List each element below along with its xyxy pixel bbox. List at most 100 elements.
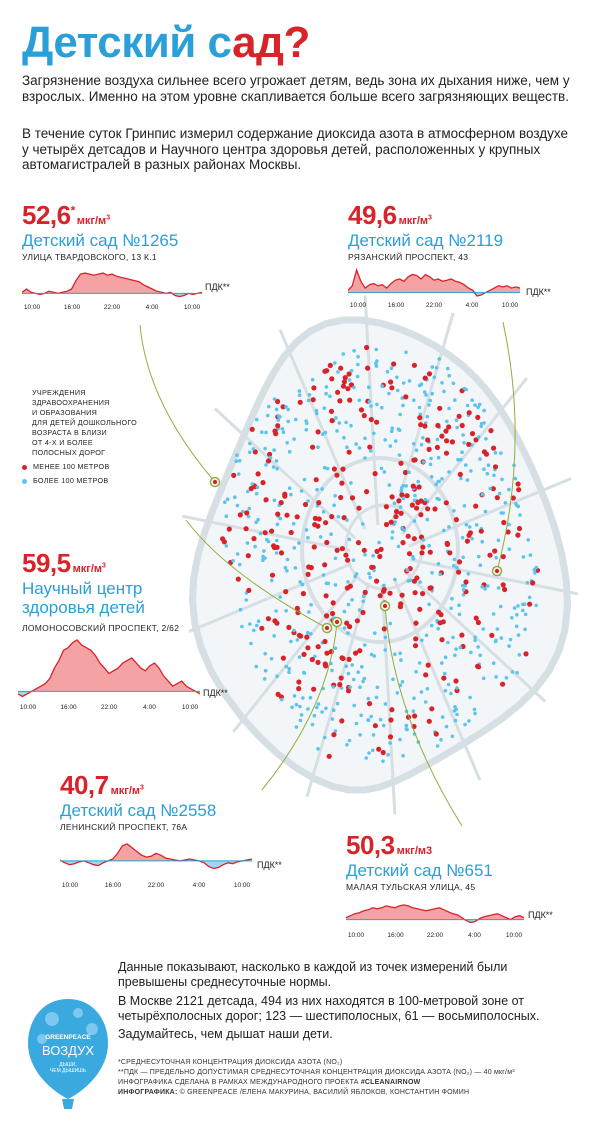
- far-road-institution-dot: [419, 690, 424, 694]
- far-road-institution-dot: [275, 538, 279, 543]
- far-road-institution-dot: [459, 476, 463, 481]
- far-road-institution-dot: [499, 451, 503, 455]
- chart-2558: 10:00 16:00 22:00 4:00 10:00: [60, 843, 252, 888]
- near-road-institution-dot: [346, 371, 352, 377]
- far-road-institution-dot: [452, 564, 456, 568]
- far-road-institution-dot: [386, 752, 390, 757]
- far-road-institution-dot: [478, 457, 482, 461]
- far-road-institution-dot: [292, 628, 296, 633]
- near-road-institution-dot: [280, 404, 286, 410]
- far-road-institution-dot: [248, 441, 252, 446]
- far-road-institution-dot: [324, 706, 328, 711]
- near-road-institution-dot: [500, 554, 506, 560]
- far-road-institution-dot: [357, 608, 362, 612]
- near-road-institution-dot: [374, 548, 380, 555]
- near-road-institution-dot: [340, 383, 347, 389]
- concentration-line: [348, 268, 520, 297]
- near-road-institution-dot: [473, 437, 479, 443]
- near-road-institution-dot: [369, 564, 375, 570]
- time-tick-label: 4:00: [466, 302, 479, 308]
- far-road-institution-dot: [256, 619, 261, 623]
- far-road-institution-dot: [284, 664, 289, 669]
- far-road-institution-dot: [362, 676, 367, 681]
- near-road-institution-dot: [411, 362, 417, 368]
- far-road-institution-dot: [397, 428, 402, 433]
- near-road-institution-dot: [368, 416, 374, 423]
- near-road-institution-dot: [346, 656, 352, 663]
- far-road-institution-dot: [525, 580, 530, 585]
- far-road-institution-dot: [364, 756, 369, 760]
- near-road-institution-dot: [344, 620, 350, 626]
- far-road-institution-dot: [306, 499, 310, 503]
- near-road-institution-dot: [417, 415, 423, 421]
- far-road-institution-dot: [272, 397, 277, 401]
- far-road-institution-dot: [432, 375, 437, 380]
- page-title: Детский сад?: [22, 18, 310, 67]
- far-road-institution-dot: [453, 398, 457, 402]
- near-road-institution-dot: [435, 422, 441, 429]
- far-road-institution-dot: [346, 580, 350, 584]
- far-road-institution-dot: [481, 627, 486, 631]
- far-road-institution-dot: [528, 553, 533, 557]
- legend-heading-line: ДЛЯ ДЕТЕЙ ДОШКОЛЬНОГО: [32, 418, 138, 427]
- near-road-institution-dot: [339, 718, 345, 724]
- near-road-institution-dot: [244, 510, 250, 516]
- time-tick-label: 22:00: [426, 302, 443, 308]
- far-road-institution-dot: [310, 722, 315, 727]
- far-road-institution-dot: [398, 737, 402, 742]
- near-road-institution-dot: [422, 423, 428, 429]
- pdk-label: ПДК**: [205, 282, 230, 292]
- far-road-institution-dot: [337, 421, 342, 425]
- far-road-institution-dot: [244, 598, 248, 602]
- far-road-institution-dot: [411, 709, 416, 713]
- near-road-institution-dot: [402, 469, 409, 476]
- far-road-institution-dot: [465, 403, 470, 408]
- pdk-label: ПДК**: [526, 287, 551, 297]
- far-road-institution-dot: [442, 528, 446, 533]
- near-road-institution-dot: [255, 471, 261, 477]
- far-road-institution-dot: [400, 396, 405, 400]
- far-road-institution-dot: [297, 389, 302, 393]
- far-road-institution-dot: [354, 442, 358, 446]
- leader-line: [139, 324, 216, 483]
- near-road-institution-dot: [411, 536, 417, 542]
- near-road-institution-dot: [422, 375, 428, 381]
- far-road-institution-dot: [235, 453, 239, 458]
- near-road-institution-dot: [377, 553, 383, 560]
- far-road-institution-dot: [380, 384, 385, 388]
- near-road-institution-dot: [492, 548, 498, 554]
- far-road-institution-dot: [422, 390, 427, 394]
- radial-highway: [278, 329, 367, 530]
- far-road-institution-dot: [440, 661, 444, 665]
- far-road-institution-dot: [315, 487, 319, 492]
- far-road-institution-dot: [476, 554, 481, 559]
- site-value: 50,3: [346, 830, 395, 860]
- above-limit-area: [22, 273, 202, 294]
- radial-highway: [400, 377, 528, 536]
- far-road-institution-dot: [233, 495, 237, 500]
- far-road-institution-dot: [374, 347, 379, 352]
- near-road-institution-dot: [466, 410, 472, 416]
- far-road-institution-dot: [286, 419, 291, 424]
- far-road-institution-dot: [423, 497, 428, 502]
- near-road-institution-dot: [404, 493, 410, 499]
- far-road-institution-dot: [510, 616, 514, 620]
- time-tick-label: 10:00: [502, 302, 519, 308]
- near-road-institution-dot: [269, 572, 276, 578]
- near-road-institution-dot: [323, 663, 329, 669]
- near-road-institution-dot: [427, 549, 433, 555]
- far-road-institution-dot: [453, 718, 458, 723]
- far-road-institution-dot: [373, 631, 377, 635]
- near-road-institution-dot: [398, 510, 404, 516]
- far-road-institution-dot: [375, 359, 379, 363]
- far-road-institution-dot: [358, 733, 362, 737]
- far-road-institution-dot: [302, 670, 306, 675]
- far-road-institution-dot: [463, 722, 467, 727]
- far-road-institution-dot: [401, 381, 406, 385]
- far-road-institution-dot: [455, 425, 460, 430]
- far-road-institution-dot: [293, 417, 298, 422]
- near-road-institution-dot: [324, 539, 330, 546]
- far-road-institution-dot: [493, 639, 498, 644]
- far-road-institution-dot: [275, 466, 279, 471]
- far-road-institution-dot: [295, 638, 300, 642]
